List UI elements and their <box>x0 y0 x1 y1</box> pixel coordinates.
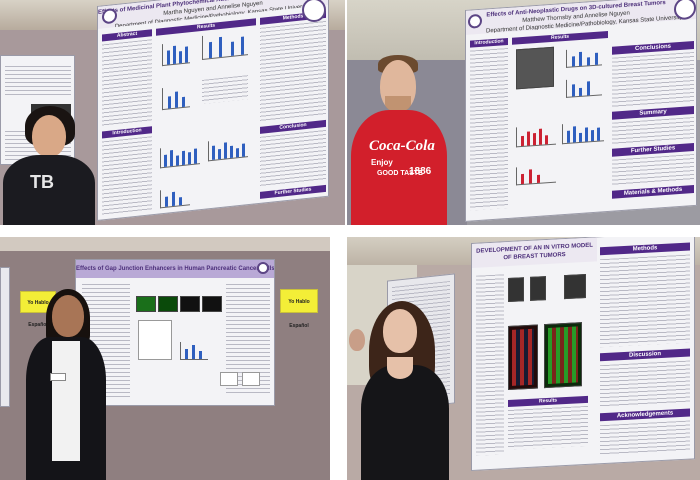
shirt-tagline-text: GOOD TASTE <box>377 170 423 177</box>
section-further-studies: Further Studies <box>260 184 326 199</box>
photo-top-right: Effects of Anti-Neoplastic Drugs on 3D-c… <box>347 0 700 225</box>
neckline <box>387 357 413 379</box>
edge-poster <box>0 267 10 407</box>
background-person <box>349 329 365 351</box>
section-discussion: Discussion <box>600 348 690 362</box>
shirt-slogan-text: Enjoy <box>371 158 393 167</box>
section-introduction: Introduction <box>470 37 508 48</box>
section-materials-methods: Materials & Methods <box>612 184 694 199</box>
face <box>383 309 417 353</box>
beard <box>385 96 411 112</box>
section-acknowledgements: Acknowledgements <box>600 408 690 422</box>
poster-phytochemical: Effects of Medicinal Plant Phytochemical… <box>97 0 329 222</box>
ceiling <box>0 237 330 251</box>
shirt-brand-text: Coca-Cola <box>369 138 435 154</box>
poster-title: Effects of Gap Junction Enhancers in Hum… <box>76 260 274 278</box>
white-shirt <box>52 341 80 461</box>
face <box>52 295 84 337</box>
poster-title: DEVELOPMENT OF AN IN VITRO MODEL OF BREA… <box>472 237 597 268</box>
section-results: Results <box>508 395 588 408</box>
poster-anti-neoplastic: Effects of Anti-Neoplastic Drugs on 3D-c… <box>465 0 697 223</box>
shirt-year-text: 1886 <box>409 166 432 177</box>
face <box>32 115 66 157</box>
photo-top-left: Effects of Medicinal Plant Phytochemical… <box>0 0 345 225</box>
university-seal-icon <box>302 0 326 22</box>
poster-breast-tumor-model: DEVELOPMENT OF AN IN VITRO MODEL OF BREA… <box>471 237 695 471</box>
section-methods: Methods <box>600 242 690 256</box>
spanish-sign-right: Yo Hablo Español <box>280 289 318 329</box>
black-tshirt <box>3 155 95 225</box>
section-results: Results <box>512 31 608 45</box>
photo-bottom-right: DEVELOPMENT OF AN IN VITRO MODEL OF BREA… <box>347 237 700 480</box>
red-tshirt <box>351 110 447 225</box>
photo-bottom-left: Effects of Gap Junction Enhancers in Hum… <box>0 237 330 480</box>
black-top <box>361 365 449 480</box>
shirt-logo: TB <box>30 172 54 192</box>
name-badge <box>50 373 66 381</box>
university-seal-icon <box>257 262 269 274</box>
